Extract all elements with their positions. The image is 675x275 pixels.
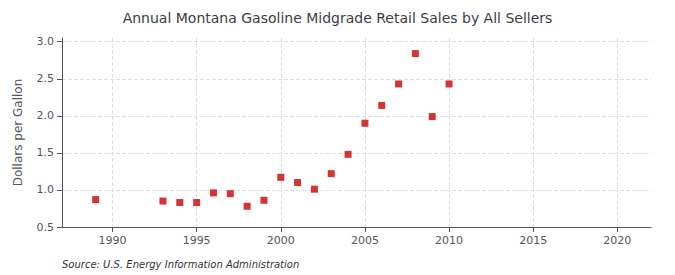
svg-text:2005: 2005 — [351, 234, 379, 247]
svg-text:2000: 2000 — [267, 234, 295, 247]
svg-text:2020: 2020 — [603, 234, 631, 247]
svg-text:3.0: 3.0 — [37, 35, 55, 48]
svg-text:0.5: 0.5 — [37, 221, 55, 234]
svg-text:1.5: 1.5 — [37, 146, 55, 159]
svg-text:Source: U.S. Energy Informatio: Source: U.S. Energy Information Administ… — [62, 259, 299, 270]
svg-text:1995: 1995 — [183, 234, 211, 247]
svg-text:Annual Montana Gasoline Midgra: Annual Montana Gasoline Midgrade Retail … — [123, 10, 553, 26]
svg-text:2.5: 2.5 — [37, 72, 55, 85]
svg-text:2010: 2010 — [435, 234, 463, 247]
svg-text:Dollars per Gallon: Dollars per Gallon — [11, 79, 25, 187]
svg-text:2015: 2015 — [519, 234, 547, 247]
svg-text:1.0: 1.0 — [37, 183, 55, 196]
svg-text:2.0: 2.0 — [37, 109, 55, 122]
svg-text:1990: 1990 — [98, 234, 126, 247]
